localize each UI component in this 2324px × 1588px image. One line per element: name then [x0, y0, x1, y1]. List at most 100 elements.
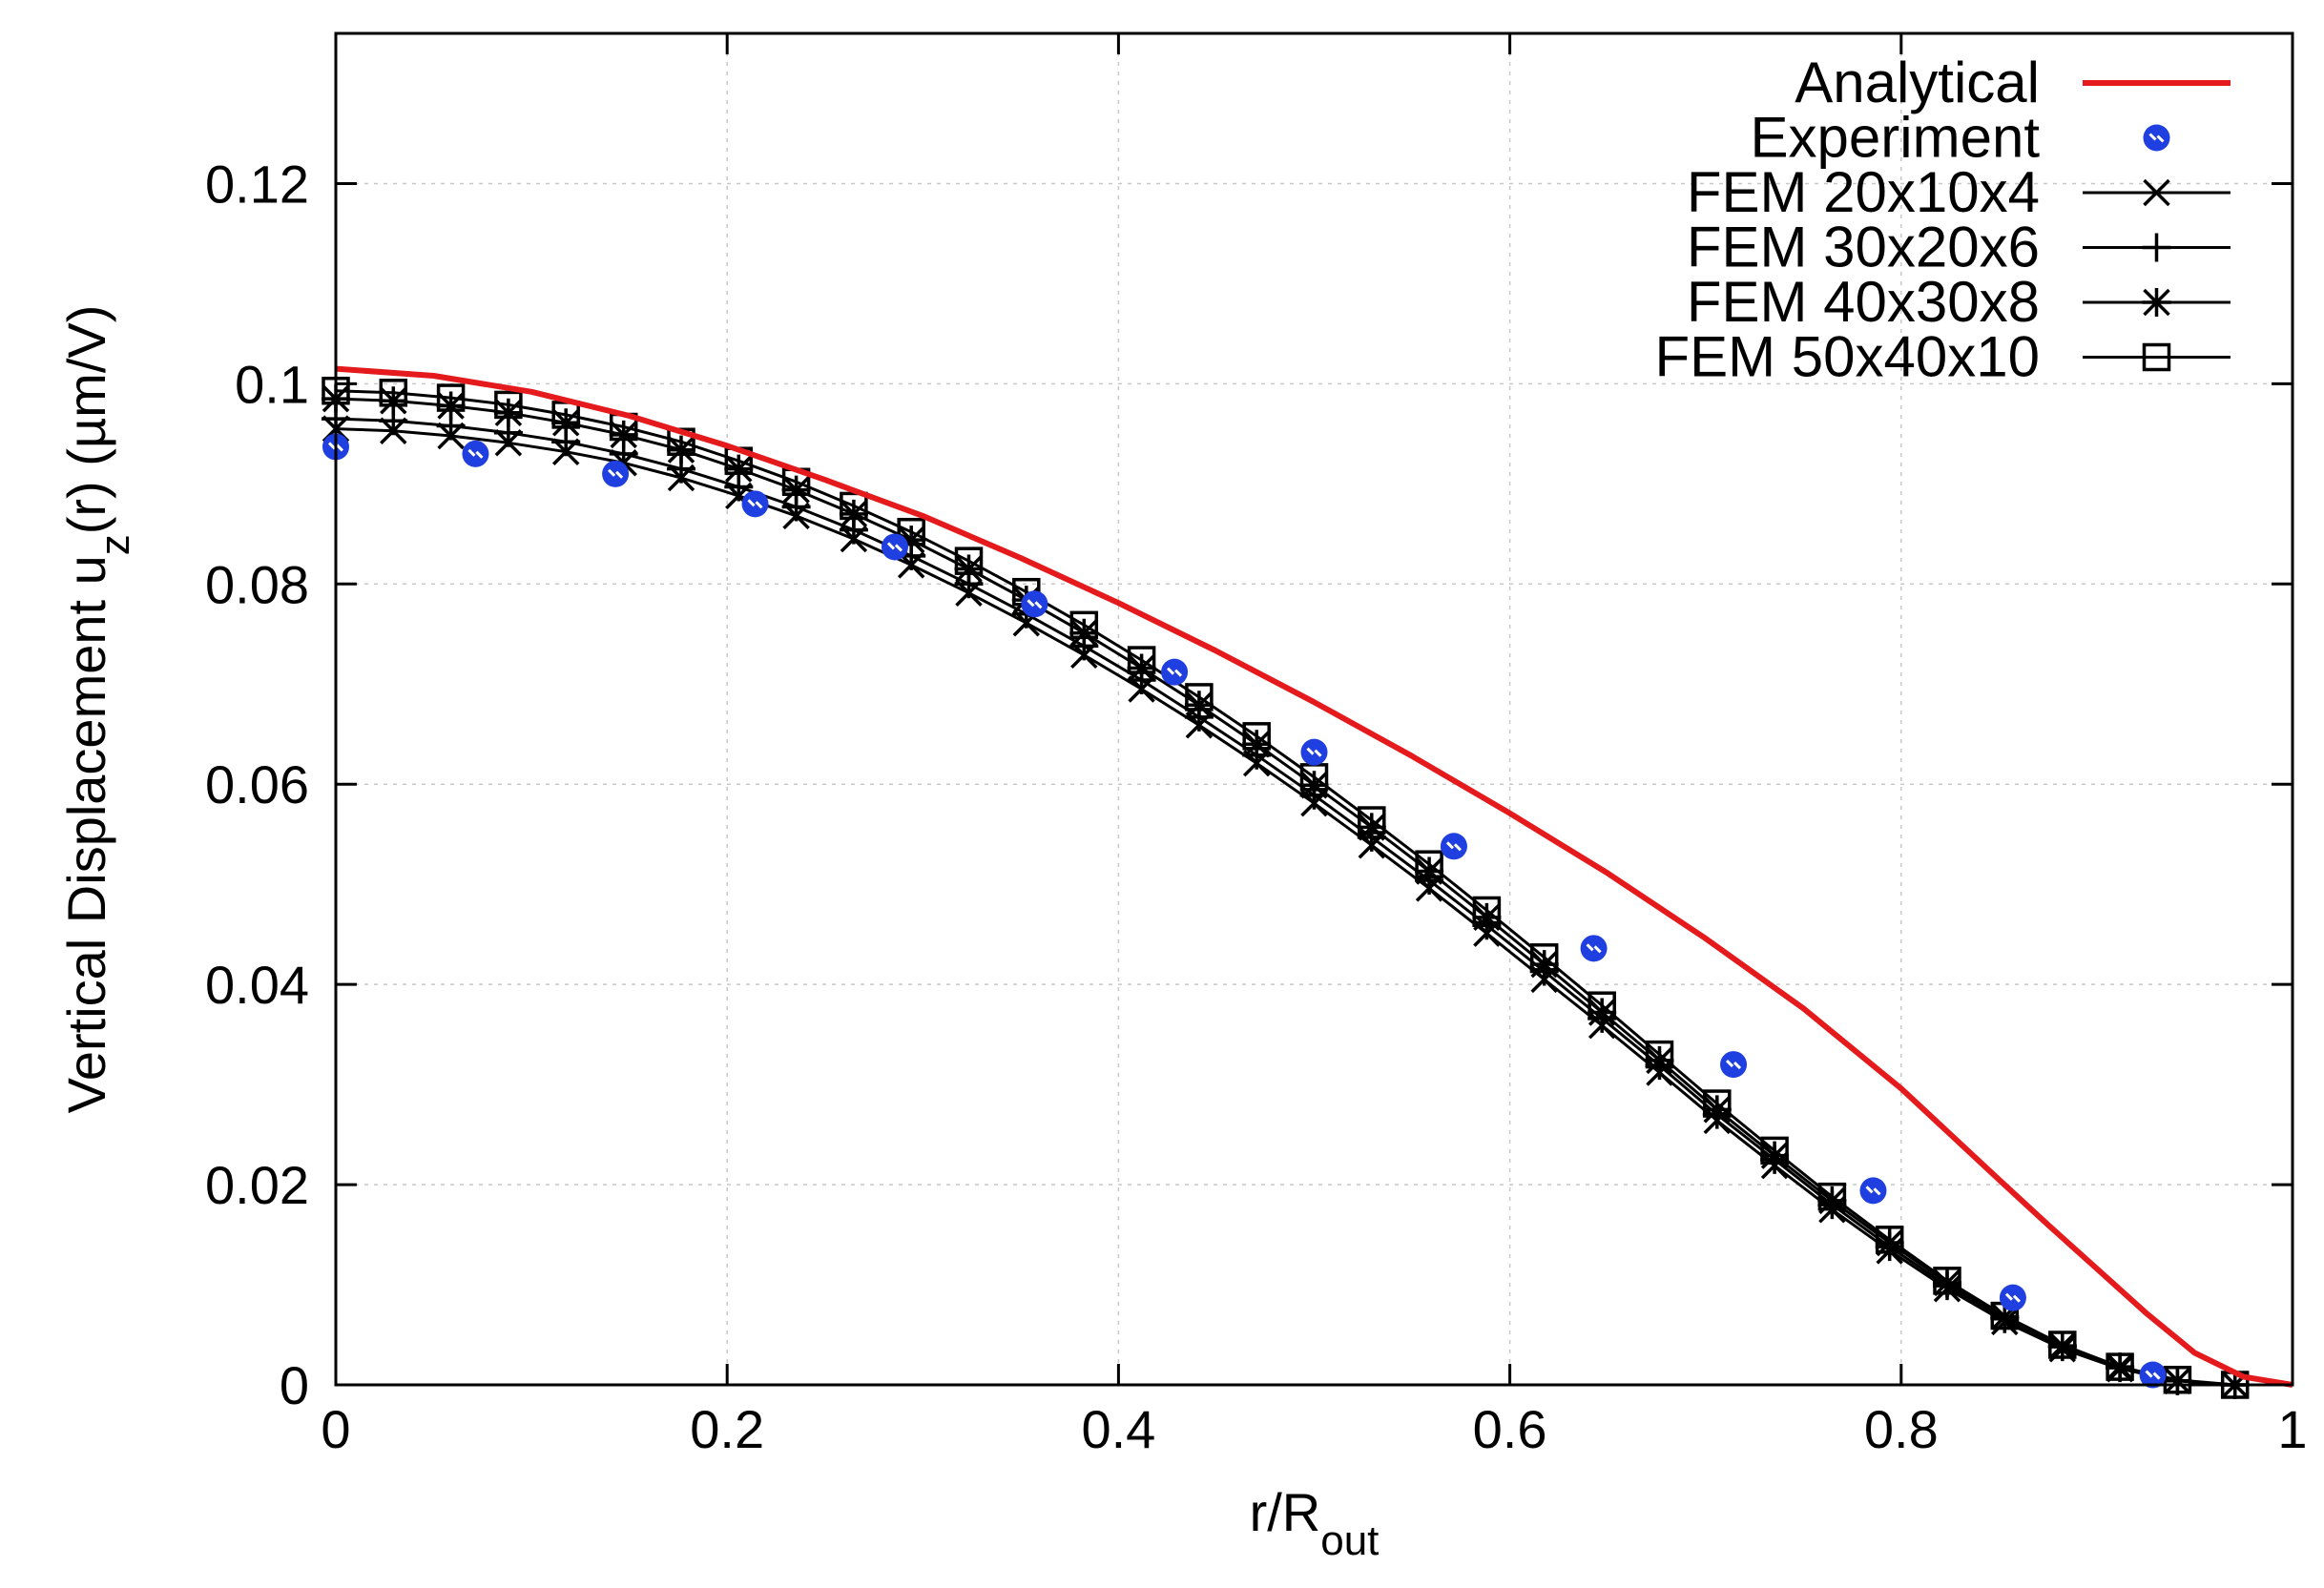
data-point	[2048, 1330, 2077, 1359]
plot-data	[322, 365, 2293, 1399]
data-point	[1999, 1284, 2026, 1311]
data-point	[954, 547, 984, 575]
x-tick-label: 0	[321, 1399, 350, 1459]
legend-marker	[2142, 233, 2171, 262]
data-point	[1760, 1136, 1789, 1165]
legend-label: FEM 20x10x4	[1687, 160, 2040, 224]
x-axis-title-main: r/R	[1250, 1482, 1321, 1542]
data-point	[462, 440, 489, 467]
data-point	[1702, 1095, 1732, 1124]
legend-marker	[2142, 342, 2171, 372]
data-point	[781, 475, 811, 505]
y-axis-title-subscript: z	[92, 534, 138, 555]
data-point	[881, 533, 908, 561]
axis-ticks: 0 0.02 0.04 0.06 0.08 0.1 0.12 0 0.2 0.4 0.6 0.8 1	[205, 33, 2308, 1459]
x-tick-label: 0.6	[1473, 1399, 1547, 1459]
data-point	[1069, 618, 1099, 648]
data-point	[1185, 683, 1214, 712]
data-point	[1817, 1186, 1847, 1215]
x-tick-label: 1	[2277, 1399, 2307, 1459]
x-tick-label: 0.8	[1864, 1399, 1939, 1459]
data-point	[1472, 902, 1502, 932]
data-point	[839, 499, 868, 528]
data-point	[493, 398, 523, 427]
data-point	[1859, 1177, 1887, 1205]
legend-label: Analytical	[1795, 51, 2040, 114]
data-point	[2139, 1361, 2167, 1389]
data-point	[897, 526, 926, 555]
series-line	[335, 397, 2235, 1387]
y-tick-label: 0.1	[235, 354, 309, 414]
x-axis-title: r/Rout	[1250, 1482, 1380, 1564]
legend-marker-highlight	[2148, 133, 2165, 143]
data-point	[1358, 806, 1386, 835]
data-point	[1021, 590, 1048, 618]
data-point	[897, 517, 925, 547]
data-point	[551, 408, 581, 438]
data-point	[1472, 896, 1502, 925]
y-tick-label: 0.06	[205, 754, 309, 815]
data-point	[1720, 1051, 1748, 1079]
data-point-highlight	[886, 542, 903, 552]
y-tick-label: 0.12	[205, 154, 309, 214]
data-point	[379, 379, 408, 407]
y-tick-label: 0.02	[205, 1155, 309, 1215]
data-point	[1415, 856, 1444, 886]
data-point	[1529, 943, 1559, 972]
legend-entry: FEM 50x40x10	[1654, 325, 2231, 389]
data-point	[1242, 722, 1271, 751]
y-axis-title-suffix: (r) (µm/V)	[56, 305, 116, 535]
data-point-highlight	[608, 468, 624, 479]
series-line	[335, 389, 2235, 1387]
data-point-highlight	[1445, 841, 1463, 852]
y-axis-title-prefix: Vertical Displacement u	[56, 555, 116, 1113]
data-point	[1645, 1045, 1674, 1075]
legend-marker	[2143, 178, 2170, 207]
series-analytical	[335, 365, 2293, 1388]
legend-entry: FEM 40x30x8	[1687, 270, 2231, 334]
y-tick-label: 0	[280, 1355, 309, 1415]
data-point	[1184, 691, 1214, 720]
data-point	[494, 390, 523, 420]
x-tick-label: 0.4	[1081, 1399, 1155, 1459]
data-point	[436, 383, 466, 412]
series-fem-50x40x10	[322, 376, 2250, 1399]
data-point	[1580, 935, 1608, 962]
legend-label: FEM 50x40x10	[1654, 325, 2040, 389]
data-point	[1161, 658, 1189, 686]
data-point	[840, 491, 868, 521]
data-point	[1875, 1227, 1904, 1257]
data-point-highlight	[2004, 1292, 2021, 1303]
legend-label: FEM 40x30x8	[1687, 270, 2040, 334]
y-tick-label: 0.04	[205, 955, 309, 1015]
data-point	[1587, 998, 1617, 1027]
data-point	[2106, 1352, 2134, 1381]
data-point-highlight	[1865, 1186, 1881, 1196]
data-point-highlight	[1027, 599, 1043, 609]
data-point	[1645, 1040, 1674, 1069]
data-point	[1069, 610, 1099, 640]
data-point	[1529, 950, 1559, 980]
data-point	[1300, 738, 1328, 766]
series-line	[335, 365, 2293, 1388]
data-point	[1440, 833, 1467, 860]
data-point	[1875, 1226, 1904, 1254]
series-line	[335, 427, 2235, 1387]
data-point	[667, 435, 696, 464]
y-tick-label: 0.08	[205, 554, 309, 614]
data-point-highlight	[327, 442, 344, 452]
y-axis-title: Vertical Displacement uz(r) (µm/V)	[56, 305, 138, 1114]
legend-label: Experiment	[1751, 106, 2041, 170]
legend-entry: FEM 30x20x6	[1687, 216, 2231, 279]
series-experiment	[322, 433, 2167, 1389]
data-point	[1817, 1182, 1847, 1211]
data-point	[741, 490, 769, 518]
data-point-highlight	[1586, 943, 1602, 954]
data-point	[1415, 850, 1443, 878]
data-point	[954, 554, 984, 584]
data-point	[1299, 771, 1329, 800]
data-point-highlight	[2145, 1370, 2161, 1380]
data-point	[602, 460, 630, 487]
data-point-highlight	[747, 499, 763, 509]
